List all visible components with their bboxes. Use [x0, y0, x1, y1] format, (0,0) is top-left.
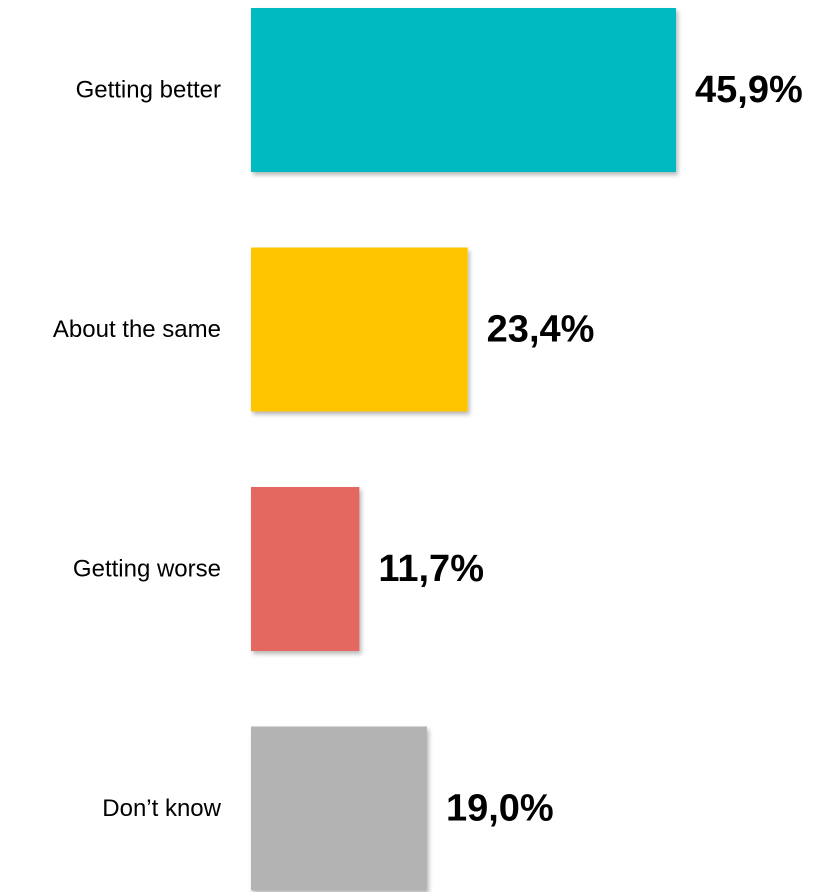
- value-label-about-the-same: 23,4%: [487, 309, 595, 351]
- bar-getting-worse: [251, 487, 360, 651]
- bars-group: [251, 8, 677, 891]
- value-label-getting-better: 45,9%: [695, 69, 803, 111]
- bar-getting-better: [251, 8, 677, 172]
- category-label-don-t-know: Don’t know: [102, 795, 221, 822]
- labels-group: Getting better 45,9% About the same 23,4% Ge…: [53, 69, 803, 830]
- bar-don-t-know: [251, 726, 427, 891]
- bar-about-the-same: [251, 247, 468, 412]
- category-label-getting-worse: Getting worse: [73, 556, 221, 583]
- value-label-getting-worse: 11,7%: [378, 548, 484, 590]
- value-label-don-t-know: 19,0%: [446, 788, 554, 830]
- category-label-about-the-same: About the same: [53, 316, 221, 343]
- category-label-getting-better: Getting better: [76, 77, 221, 104]
